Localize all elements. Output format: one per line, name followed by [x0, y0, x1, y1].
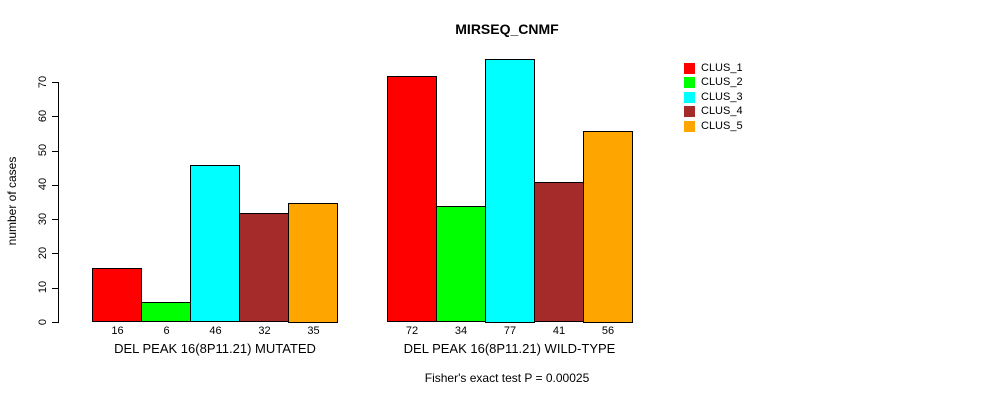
bar-group2-clus_4 — [533, 181, 584, 323]
legend-swatch-clus_1 — [684, 63, 695, 74]
bar-value-label: 46 — [209, 325, 222, 337]
bar-group2-clus_5 — [582, 130, 633, 323]
bar-value-label: 56 — [601, 325, 615, 337]
y-axis-tick — [52, 82, 59, 83]
y-axis-tick — [52, 287, 59, 289]
chart-title: MIRSEQ_CNMF — [455, 21, 559, 37]
y-axis-tick-label: 50 — [37, 143, 49, 157]
legend-label: CLUS_2 — [701, 76, 743, 89]
bar-value-label: 35 — [307, 325, 320, 337]
y-axis-tick — [52, 219, 59, 221]
y-axis-tick-label: 30 — [37, 212, 49, 225]
x-axis-group-label: DEL PEAK 16(8P11.21) WILD-TYPE — [403, 341, 616, 356]
y-axis-tick — [52, 184, 59, 186]
y-axis-label: number of cases — [5, 156, 19, 246]
fisher-test-caption: Fisher's exact test P = 0.00025 — [424, 371, 590, 385]
y-axis-tick-label: 0 — [37, 318, 49, 325]
bar-value-label: 34 — [454, 325, 468, 337]
legend-label: CLUS_3 — [701, 90, 743, 103]
bar-value-label: 6 — [163, 325, 170, 337]
legend-swatch-clus_2 — [684, 77, 695, 89]
bar-group1-clus_1 — [92, 267, 142, 323]
legend-swatch-clus_3 — [684, 91, 695, 103]
legend-label: CLUS_4 — [701, 105, 743, 118]
y-axis-line — [58, 82, 59, 323]
bar-group2-clus_3 — [484, 58, 535, 323]
y-axis-tick-label: 70 — [37, 75, 49, 88]
y-axis-tick-label: 20 — [37, 246, 49, 260]
y-axis-tick-label: 60 — [37, 109, 49, 122]
bar-group1-clus_4 — [239, 212, 289, 323]
bar-group1-clus_2 — [141, 301, 191, 323]
bar-value-label: 32 — [258, 325, 271, 337]
y-axis-tick — [52, 253, 59, 255]
legend-label: CLUS_1 — [701, 62, 743, 74]
legend-swatch-clus_4 — [684, 106, 695, 118]
bar-group2-clus_1 — [386, 75, 437, 323]
bar-value-label: 72 — [405, 325, 419, 337]
bar-group1-clus_3 — [190, 164, 240, 323]
y-axis-tick-label: 40 — [37, 178, 49, 191]
y-axis-tick — [52, 150, 59, 152]
x-axis-group-label: DEL PEAK 16(8P11.21) MUTATED — [114, 341, 316, 356]
legend-label: CLUS_5 — [701, 119, 743, 132]
bar-group2-clus_2 — [435, 205, 486, 323]
y-axis-tick — [52, 116, 59, 118]
y-axis-tick — [52, 322, 59, 323]
bar-value-label: 16 — [111, 325, 124, 337]
bar-group1-clus_5 — [288, 202, 338, 323]
y-axis-tick-label: 10 — [37, 281, 49, 294]
bar-value-label: 77 — [503, 325, 517, 337]
legend-swatch-clus_5 — [684, 120, 695, 132]
bar-value-label: 41 — [552, 325, 566, 337]
